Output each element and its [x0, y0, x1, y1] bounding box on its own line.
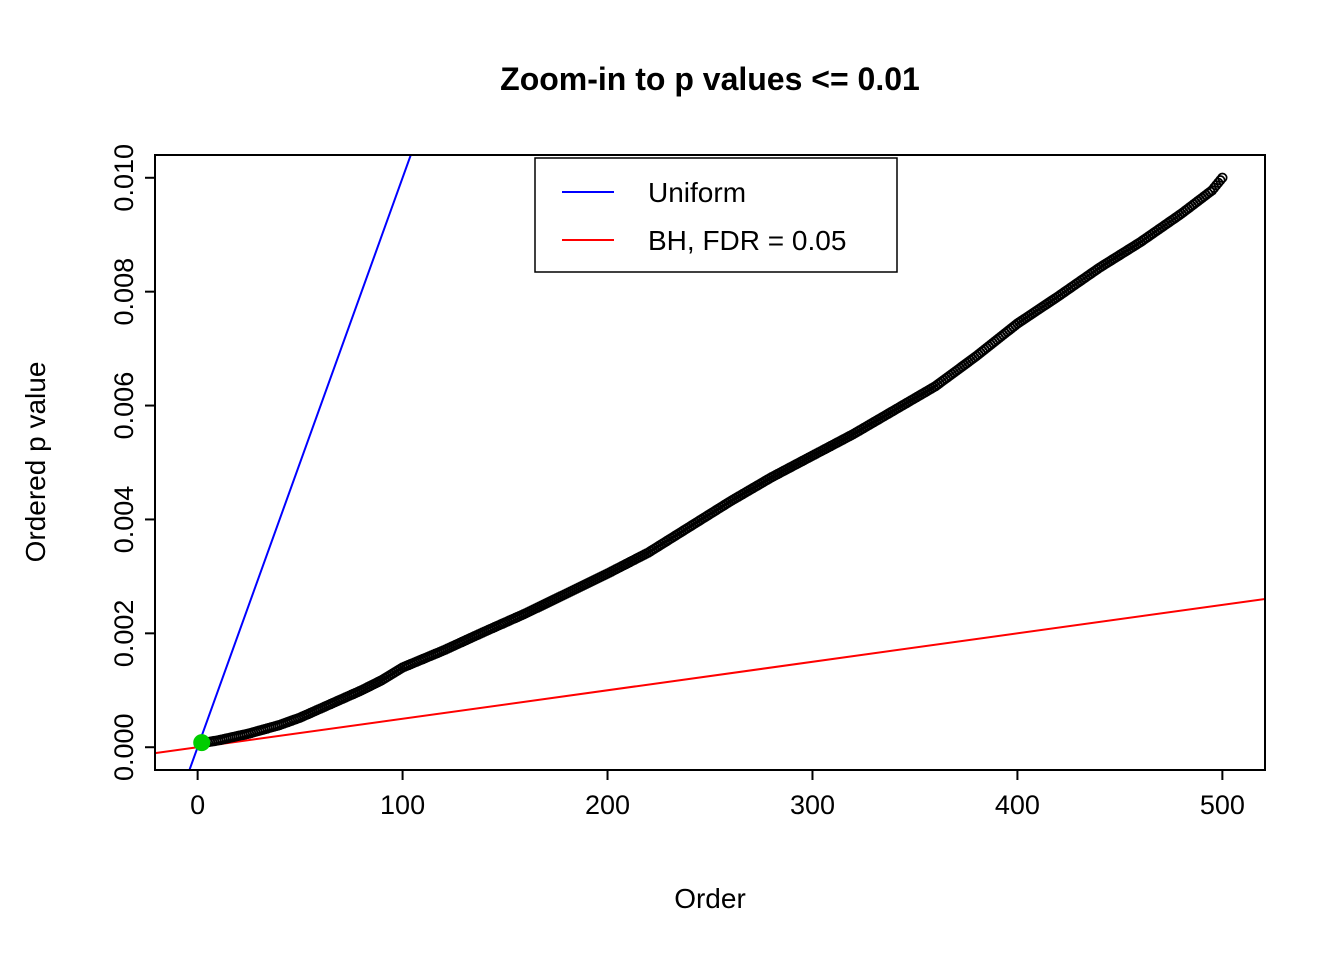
- bh-significant-point: [193, 734, 211, 752]
- y-tick-label: 0.006: [109, 372, 139, 440]
- scatter-points: [194, 172, 1228, 749]
- legend-label-uniform: Uniform: [648, 177, 746, 208]
- reference-lines: [155, 155, 1265, 770]
- axes: 0 100 200 300 400 500 0.000 0.002 0.004 0.006 0.00…: [109, 144, 1245, 820]
- legend-box: [534, 157, 898, 273]
- y-tick-label: 0.010: [109, 144, 139, 212]
- x-axis-title: Order: [674, 883, 746, 914]
- x-tick-label: 0: [190, 790, 205, 820]
- x-tick-label: 300: [790, 790, 835, 820]
- y-tick-label: 0.008: [109, 258, 139, 326]
- x-tick-label: 200: [585, 790, 630, 820]
- y-axis-title: Ordered p value: [20, 362, 51, 563]
- y-tick-label: 0.000: [109, 713, 139, 781]
- y-tick-label: 0.002: [109, 600, 139, 668]
- plot-frame: [154, 154, 1266, 771]
- p-value-point: [1215, 175, 1226, 186]
- x-tick-label: 500: [1200, 790, 1245, 820]
- p-value-point: [1217, 172, 1228, 183]
- y-tick-label: 0.004: [109, 486, 139, 554]
- x-tick-label: 400: [995, 790, 1040, 820]
- legend: Uniform BH, FDR = 0.05: [534, 157, 898, 273]
- chart-title: Zoom-in to p values <= 0.01: [500, 61, 920, 97]
- ref-line-uniform: [188, 155, 412, 770]
- legend-label-bh: BH, FDR = 0.05: [648, 225, 846, 256]
- ref-line-bh-fdr-0-05: [155, 597, 1265, 755]
- highlight-point-group: [193, 734, 211, 752]
- x-tick-label: 100: [380, 790, 425, 820]
